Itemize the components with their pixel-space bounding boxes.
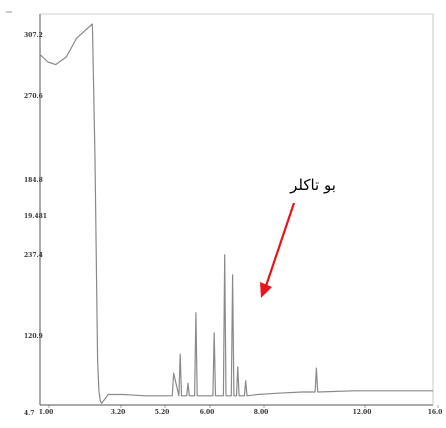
y-tick-label: 19.481 bbox=[24, 213, 47, 220]
x-tick-label: 5.20 bbox=[155, 409, 170, 416]
y-tick-label: 184.8 bbox=[24, 177, 43, 184]
y-tick-label: 307.2 bbox=[24, 32, 43, 39]
x-axis-ticks: 1.00 3.20 5.20 6.00 8.00 12.00 16.0 bbox=[39, 405, 443, 416]
watermark-logo bbox=[0, 140, 14, 230]
x-tick-label: 6.00 bbox=[200, 409, 215, 416]
annotation-label: بو تاکلر bbox=[289, 176, 336, 194]
series-group bbox=[39, 23, 433, 404]
y-axis-ticks: 307.2 270.6 184.8 19.481 237.4 120.9 4.7 bbox=[24, 32, 47, 417]
y-tick-label: 120.9 bbox=[24, 333, 43, 340]
y-tick-label: 270.6 bbox=[24, 93, 43, 100]
x-tick-label: 12.00 bbox=[353, 409, 372, 416]
x-tick-label: 16.0 bbox=[428, 409, 443, 416]
annotation-arrowhead bbox=[260, 282, 272, 298]
x-tick-label: 3.20 bbox=[111, 409, 126, 416]
x-tick-label: 1.00 bbox=[39, 409, 54, 416]
x-tick-label: 8.00 bbox=[254, 409, 269, 416]
plot-frame bbox=[6, 11, 434, 406]
annotation-arrow bbox=[264, 202, 296, 287]
y-tick-label: 4.7 bbox=[24, 410, 34, 417]
y-tick-label: 237.4 bbox=[24, 252, 43, 259]
annotation-group: بو تاکلر bbox=[260, 176, 336, 298]
watermark-crescent bbox=[0, 140, 14, 230]
series-line-0 bbox=[39, 23, 433, 404]
